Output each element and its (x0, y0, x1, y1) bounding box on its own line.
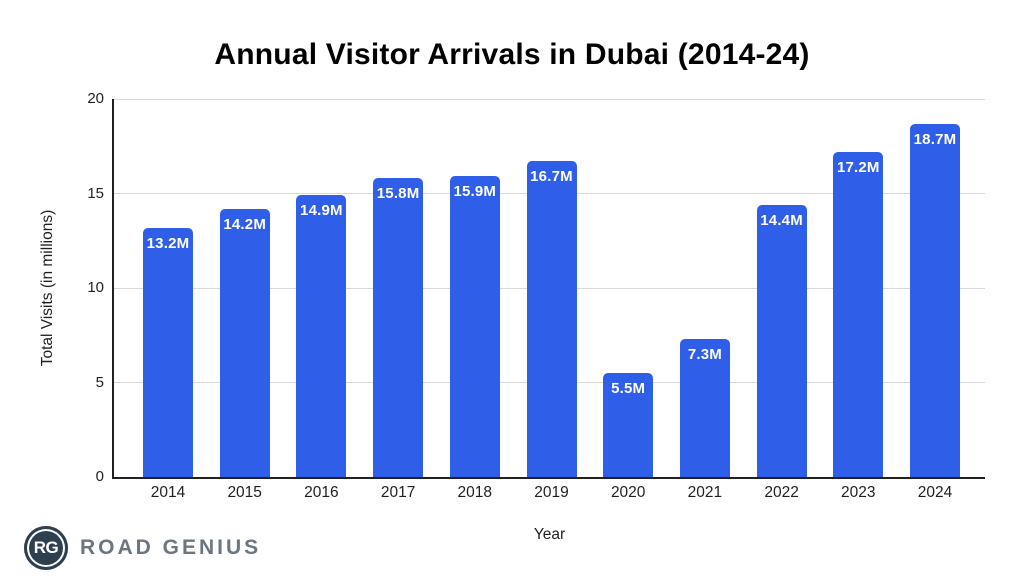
bar-2021: 7.3M (679, 339, 730, 477)
logo-text: ROAD GENIUS (80, 536, 262, 559)
bar-value-label: 14.4M (760, 211, 803, 229)
bar-value-label: 15.8M (376, 185, 420, 203)
y-axis-line (112, 99, 114, 479)
x-tick-label: 2020 (610, 484, 646, 501)
bar-value-label: 14.9M (300, 202, 343, 220)
bar-value-label: 16.7M (530, 168, 573, 186)
x-tick-label: 2016 (304, 484, 339, 501)
road-genius-logo: RG ROAD GENIUS (24, 526, 261, 570)
bar-2020: 5.5M (603, 373, 654, 477)
gridline-20 (114, 98, 985, 100)
bar-value-label: 5.5M (611, 380, 646, 398)
bar-2019: 16.7M (526, 161, 577, 477)
y-tick-label: 20 (87, 90, 104, 107)
x-tick-label: 2023 (841, 484, 876, 501)
x-tick-label: 2019 (534, 484, 569, 501)
logo-monogram: RG (33, 538, 59, 557)
x-tick-label: 2021 (687, 484, 723, 501)
x-tick-label: 2014 (150, 484, 186, 501)
bar-value-label: 13.2M (146, 234, 190, 252)
x-tick-label: 2024 (917, 484, 953, 501)
y-tick-label: 10 (87, 279, 104, 296)
bar-2016: 14.9M (296, 195, 347, 477)
x-tick-label: 2018 (457, 484, 493, 501)
bar-2014: 13.2M (143, 227, 193, 477)
y-tick-label: 5 (95, 373, 104, 391)
bar-value-label: 18.7M (913, 130, 957, 148)
y-tick-label: 15 (87, 184, 104, 202)
bar-value-label: 14.2M (223, 215, 267, 233)
bar-2024: 18.7M (910, 123, 960, 477)
bar-2015: 14.2M (219, 208, 270, 477)
x-axis-title: Year (533, 526, 566, 543)
bar-2018: 15.9M (449, 176, 500, 477)
x-tick-label: 2015 (227, 484, 262, 501)
bar-2017: 15.8M (373, 178, 424, 477)
bar-value-label: 17.2M (836, 158, 880, 176)
bar-2023: 17.2M (833, 151, 884, 477)
bar-value-label: 7.3M (687, 346, 722, 364)
rg-monogram-icon: RG (24, 526, 68, 570)
x-tick-label: 2022 (764, 484, 799, 501)
y-tick-label: 0 (95, 468, 104, 485)
bar-value-label: 15.9M (453, 183, 497, 201)
x-axis-line (112, 477, 985, 479)
bar-2022: 14.4M (756, 204, 807, 477)
x-tick-label: 2017 (380, 484, 416, 501)
chart-title: Annual Visitor Arrivals in Dubai (2014-2… (214, 38, 810, 71)
